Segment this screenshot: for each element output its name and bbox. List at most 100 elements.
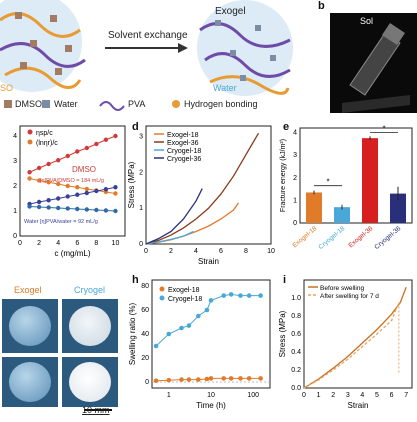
data-point — [186, 377, 192, 382]
sol-label: Sol — [360, 16, 374, 26]
y-tick-label: 1 — [293, 197, 297, 204]
data-point — [36, 204, 42, 210]
data-point — [94, 188, 99, 194]
panel-a-schematic: Exogel Solvent exchange SO Water DMSO Wa… — [0, 0, 300, 115]
data-point — [75, 192, 80, 197]
fit-line — [29, 186, 116, 205]
chart-c-svg: 0 2 4 6 8 10 0 1 2 3 4 c (mg/mL) ηsp/c (lnηr)/c DMSO [η… — [13, 125, 126, 258]
x-tick-label: 8 — [244, 248, 248, 255]
data-point — [113, 133, 118, 139]
x-tick-label: 0 — [18, 240, 22, 247]
data-point — [179, 377, 184, 382]
data-point — [103, 187, 109, 192]
panel-e: 0 1 2 3 4 Fracture energy (kJ/m²) Exogel-18 Cry… — [278, 118, 417, 270]
x-tick-label: 4 — [194, 248, 198, 255]
data-point — [166, 377, 172, 383]
data-point — [153, 343, 159, 349]
legend-label: Cryogel-18 — [167, 148, 201, 155]
data-point — [221, 293, 227, 298]
data-point — [179, 325, 184, 331]
x-axis-label: Strain — [198, 257, 219, 266]
data-point — [195, 377, 201, 382]
legend-label: (lnηr)/c — [36, 140, 58, 147]
data-point — [166, 331, 172, 337]
legend-label: Exogel-36 — [167, 140, 199, 147]
x-tick-label: 10 — [112, 240, 120, 247]
panel-i: 0 1 2 3 4 5 6 7 0.0 0.2 0.4 0.6 0.8 1.0 Strain Stress (… — [278, 272, 417, 417]
y-tick-label: 3 — [139, 134, 143, 141]
exogel-photo-top — [2, 299, 58, 353]
data-point — [84, 186, 90, 192]
data-point — [27, 176, 32, 181]
panel-c: 0 2 4 6 8 10 0 1 2 3 4 c (mg/mL) ηsp/c (lnηr)/c DMSO [η… — [0, 118, 130, 270]
annotation-water: Water [η]PVA/water = 92 mL/g — [24, 219, 98, 225]
data-point — [84, 190, 90, 196]
data-point — [113, 208, 118, 214]
scale-bar-label: 10 mm — [82, 405, 110, 415]
data-point — [246, 293, 252, 298]
y-tick-label: 0.4 — [291, 349, 301, 356]
y-tick-label: 0.0 — [291, 385, 301, 392]
legend-label: Before swelling — [320, 285, 364, 292]
data-point — [208, 376, 214, 381]
x-tick-label: 7 — [404, 392, 408, 399]
significance-mark: * — [326, 178, 329, 187]
y-tick-label: 4 — [293, 130, 297, 137]
data-point — [94, 141, 99, 147]
fit-line — [29, 206, 116, 212]
data-point — [84, 145, 90, 151]
data-point — [258, 376, 263, 381]
scale-bar — [84, 409, 112, 411]
x-tick-label: 1 — [167, 392, 171, 399]
dmso-icon — [4, 100, 12, 108]
panel-d: 0 2 4 6 8 10 0 1 2 3 Strain Stress (MPa) Exogel-18 Ex… — [127, 118, 278, 270]
chart-i-svg: 0 1 2 3 4 5 6 7 0.0 0.2 0.4 0.6 0.8 1.0 Strain Stress (… — [278, 279, 413, 410]
legend-label: Exogel-18 — [167, 132, 199, 139]
panel-label-h: h — [132, 274, 139, 286]
plot-frame — [145, 125, 272, 245]
series-line — [145, 188, 203, 245]
plot-frame — [19, 125, 126, 237]
data-point — [27, 170, 32, 175]
data-point — [186, 323, 192, 328]
legend-dmso: DMSO — [15, 99, 42, 109]
data-point — [228, 292, 234, 297]
x-tick-label: 4 — [56, 240, 60, 247]
data-point — [103, 208, 109, 213]
y-tick-label: 20 — [141, 355, 149, 362]
cryogel-photo-top — [62, 299, 118, 353]
data-point — [55, 181, 61, 187]
data-point — [246, 376, 252, 381]
data-point — [27, 204, 32, 209]
x-axis-label: c (mg/mL) — [55, 249, 91, 258]
y-tick-label: 2 — [13, 183, 17, 190]
data-point — [55, 158, 61, 163]
sol-photo: Sol — [330, 13, 417, 113]
data-point — [55, 196, 61, 201]
legend-marker — [27, 139, 33, 145]
legend-water: Water — [54, 99, 78, 109]
x-tick-label: 6 — [75, 240, 79, 247]
x-tick-label: 100 — [247, 392, 259, 399]
y-tick-label: 0 — [293, 220, 297, 227]
series-line — [145, 132, 260, 245]
pva-icon — [99, 101, 125, 111]
x-tick-label: 6 — [390, 392, 394, 399]
x-tick-label: 1 — [317, 392, 321, 399]
arrow-label: Solvent exchange — [108, 30, 188, 41]
fit-line — [29, 178, 116, 194]
y-tick-label: 0 — [13, 233, 17, 240]
data-point — [238, 293, 243, 298]
data-point — [65, 153, 70, 159]
y-tick-label: 1 — [139, 205, 143, 212]
x-tick-label: 2 — [37, 240, 41, 247]
y-tick-label: 2 — [293, 175, 297, 182]
significance-mark: * — [382, 124, 385, 133]
data-point — [46, 180, 51, 185]
y-axis-label: Fracture energy (kJ/m²) — [280, 139, 287, 212]
data-point — [46, 161, 51, 167]
x-tick-label: 10 — [207, 392, 215, 399]
data-point — [84, 207, 90, 212]
legend-marker — [27, 129, 33, 135]
